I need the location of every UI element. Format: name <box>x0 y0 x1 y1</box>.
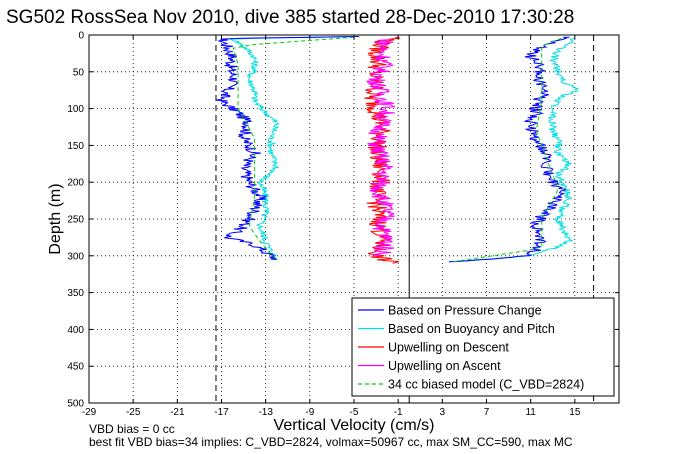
series-4 <box>232 36 564 263</box>
y-axis-label: Depth (m) <box>47 183 64 254</box>
y-tick-label: 150 <box>67 141 84 152</box>
chart-title: SG502 RossSea Nov 2010, dive 385 started… <box>6 7 574 28</box>
series-layer <box>215 36 579 264</box>
legend-label-2: Upwelling on Descent <box>388 341 509 355</box>
axis-ticks: -29 -25 -21 -17 -13 -9 -5 -1 3 7 11 150501001502002… <box>67 31 619 418</box>
y-tick-label: 300 <box>67 251 84 262</box>
grid-lines <box>89 35 619 403</box>
annotation-best-fit: best fit VBD bias=34 implies: C_VBD=2824… <box>89 435 573 449</box>
x-tick-label: 11 <box>525 407 536 418</box>
x-tick-label: -17 <box>214 407 229 418</box>
x-tick-label: -1 <box>394 407 403 418</box>
y-tick-label: 250 <box>67 215 84 226</box>
annotation-vbd-bias: VBD bias = 0 cc <box>89 422 175 436</box>
x-tick-label: -25 <box>126 407 141 418</box>
series-line-4-0 <box>232 36 355 260</box>
series-line-0-1 <box>448 36 570 263</box>
y-tick-label: 0 <box>78 31 84 42</box>
y-tick-label: 500 <box>67 399 84 410</box>
x-tick-label: -29 <box>82 407 97 418</box>
x-tick-label: 15 <box>569 407 581 418</box>
x-tick-label: -5 <box>350 407 359 418</box>
legend-label-4: 34 cc biased model (C_VBD=2824) <box>388 378 584 392</box>
series-3 <box>366 38 395 257</box>
y-tick-label: 350 <box>67 288 84 299</box>
series-line-1-1 <box>452 38 579 263</box>
legend: Based on Pressure Change Based on Buoyanc… <box>351 297 615 397</box>
x-tick-label: -9 <box>305 407 314 418</box>
x-tick-label: -13 <box>258 407 273 418</box>
x-tick-label: 3 <box>440 407 446 418</box>
series-0 <box>215 36 570 263</box>
legend-box <box>351 297 615 397</box>
x-tick-label: 7 <box>484 407 490 418</box>
series-line-1-0 <box>229 36 352 260</box>
y-tick-label: 400 <box>67 325 84 336</box>
series-line-4-1 <box>453 36 564 263</box>
x-tick-label: -21 <box>170 407 185 418</box>
series-1 <box>229 36 579 263</box>
y-tick-label: 100 <box>67 104 84 115</box>
series-line-0-0 <box>215 36 360 260</box>
x-axis-label: Vertical Velocity (cm/s) <box>274 417 435 434</box>
series-line-3-0 <box>366 38 395 257</box>
y-tick-label: 50 <box>73 67 85 78</box>
y-tick-label: 200 <box>67 178 84 189</box>
y-tick-label: 450 <box>67 362 84 373</box>
legend-label-1: Based on Buoyancy and Pitch <box>388 322 555 336</box>
legend-label-3: Upwelling on Ascent <box>388 359 501 373</box>
legend-label-0: Based on Pressure Change <box>388 304 542 318</box>
